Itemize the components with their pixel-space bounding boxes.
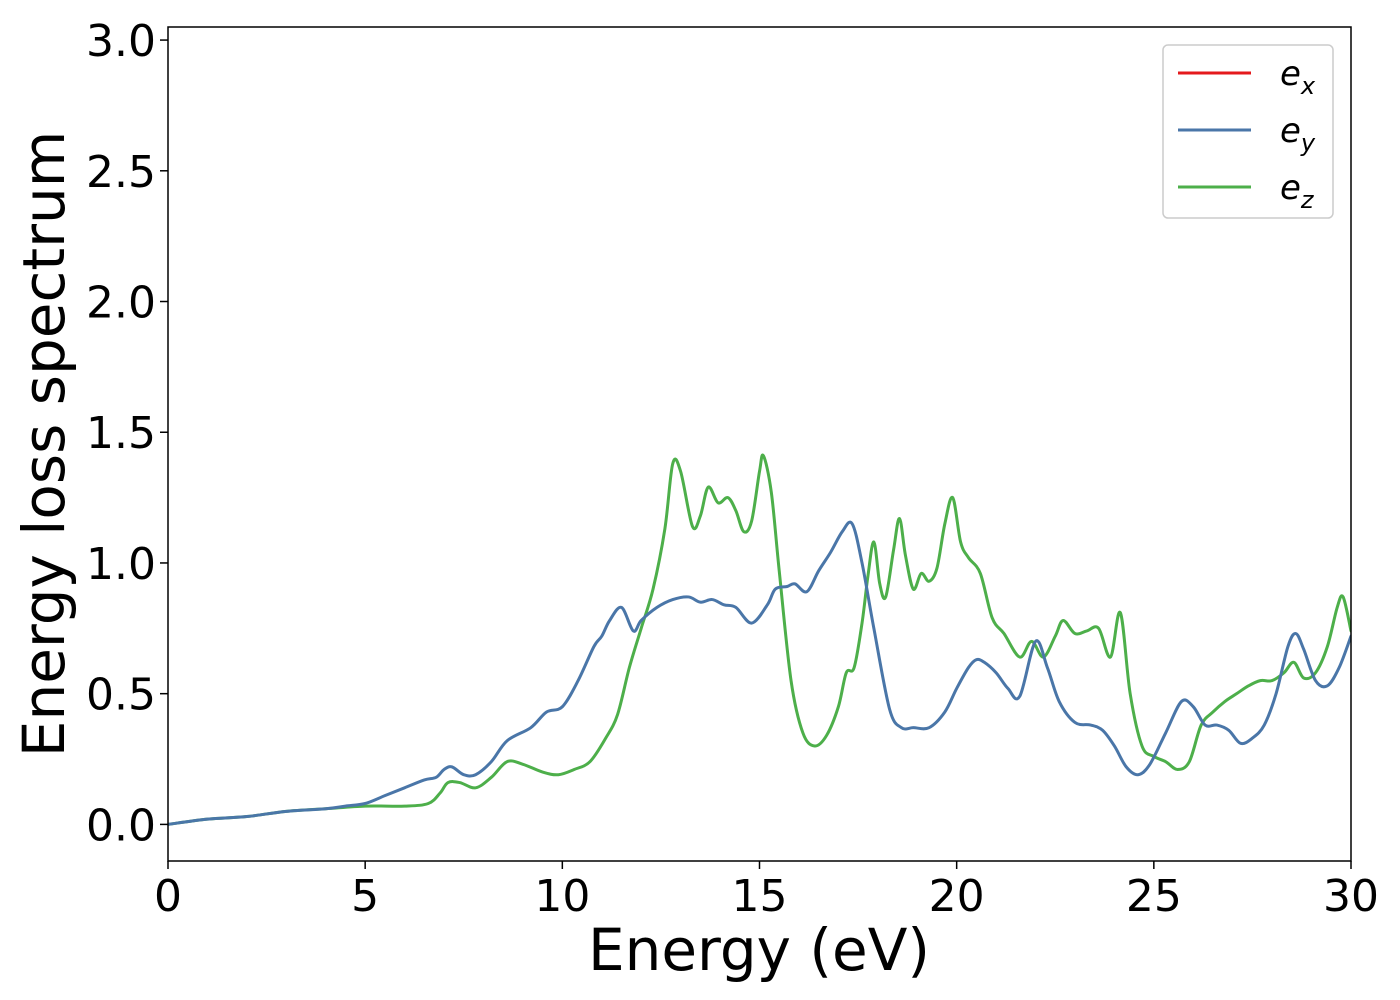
x-tick-label: 30 <box>1323 871 1379 922</box>
y-axis-label: Energy loss spectrum <box>10 131 78 757</box>
legend: ex ey ez <box>1162 44 1334 219</box>
x-tick-label: 5 <box>351 871 379 922</box>
x-tick-label: 25 <box>1126 871 1182 922</box>
x-axis-label: Energy (eV) <box>588 916 930 984</box>
y-axis: 0.0 0.5 1.0 1.5 2.0 2.5 3.0 <box>86 16 168 851</box>
series-line-ez <box>168 453 1351 826</box>
y-tick-label: 0.0 <box>86 800 156 851</box>
series-line-ey <box>168 520 1351 826</box>
y-tick-label: 1.0 <box>86 539 156 590</box>
x-tick-label: 0 <box>154 871 182 922</box>
x-tick-label: 20 <box>929 871 985 922</box>
x-axis: 0 5 10 15 20 25 30 <box>154 861 1379 922</box>
legend-label-ey: ey <box>1280 111 1316 157</box>
y-tick-label: 3.0 <box>86 16 156 67</box>
y-tick-label: 2.5 <box>86 147 156 198</box>
legend-label-ex: ex <box>1280 54 1316 100</box>
y-tick-label: 1.5 <box>86 408 156 459</box>
x-tick-label: 15 <box>732 871 788 922</box>
series-layer <box>168 453 1351 826</box>
y-tick-label: 2.0 <box>86 278 156 329</box>
legend-label-ez: ez <box>1280 168 1315 214</box>
x-tick-label: 10 <box>534 871 590 922</box>
y-tick-label: 0.5 <box>86 670 156 721</box>
